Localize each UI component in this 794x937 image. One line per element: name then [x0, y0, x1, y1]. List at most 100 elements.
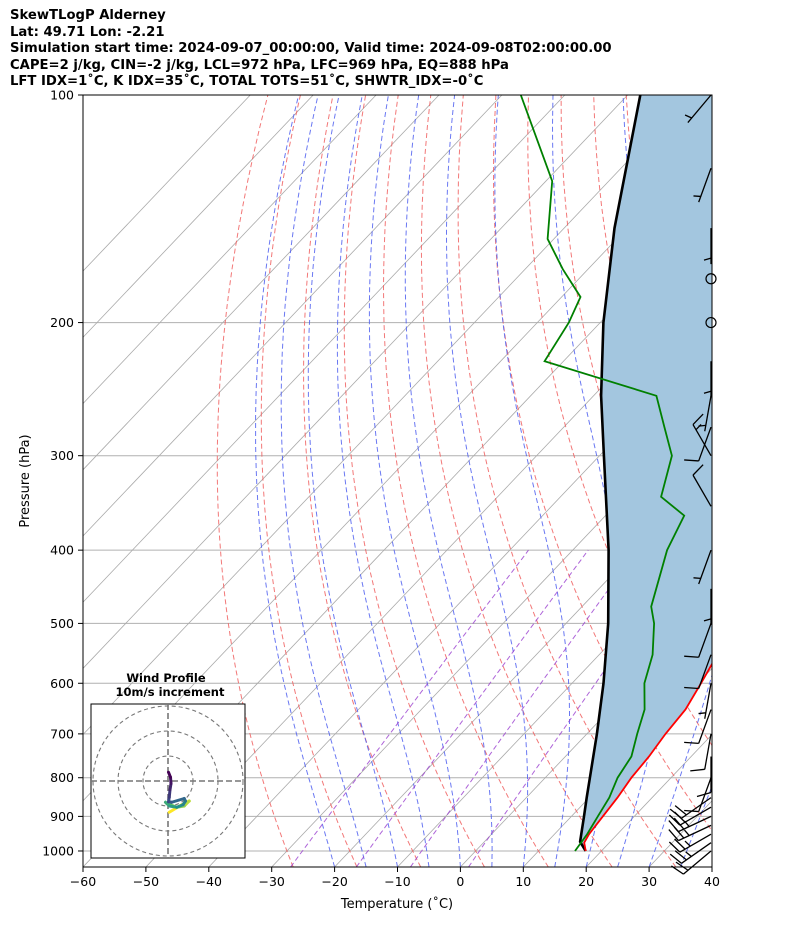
barb-flag: [670, 865, 684, 875]
barb-flag: [668, 841, 681, 853]
moist-adiabat-line: [446, 95, 529, 867]
x-tick-label: −10: [384, 874, 410, 889]
y-tick-label: 700: [50, 726, 74, 741]
barb-half-flag: [703, 257, 712, 261]
y-tick-label: 100: [50, 88, 74, 103]
wind-barb: [684, 654, 712, 690]
location-line: Lat: 49.71 Lon: -2.21: [10, 24, 165, 40]
time-line: Simulation start time: 2024-09-07_00:00:…: [10, 41, 612, 56]
dry-adiabat-line: [343, 95, 485, 867]
isotherm-line: [83, 95, 440, 471]
y-tick-label: 300: [50, 448, 74, 463]
x-tick-label: 10: [515, 874, 531, 889]
barb-half-flag: [684, 840, 691, 847]
isotherm-line: [83, 95, 251, 272]
wind-barb: [693, 549, 712, 585]
isotherm-line: [83, 95, 314, 338]
isotherm-line: [460, 601, 712, 867]
isotherm-line: [775, 95, 794, 867]
mixing-ratio-line: [290, 549, 529, 867]
chart-title: SkewTLogP Alderney: [10, 8, 166, 23]
isotherm-line: [83, 95, 691, 736]
wind-barb: [703, 361, 712, 398]
moist-adiabat-line: [280, 95, 367, 867]
barb-flag: [692, 464, 704, 476]
x-tick-label: −50: [133, 874, 159, 889]
isotherm-line: [334, 469, 712, 867]
barb-flag: [668, 829, 679, 842]
x-tick-label: 0: [456, 874, 464, 889]
dry-adiabat-line: [382, 95, 549, 867]
index-line: LFT IDX=1˚C, K IDX=35˚C, TOTAL TOTS=51˚C…: [10, 74, 484, 89]
barb-shaft: [692, 474, 712, 507]
dry-adiabat-line: [457, 95, 677, 867]
calm-wind-circle: [705, 273, 717, 285]
barb-flag: [684, 655, 699, 658]
chart-header: SkewTLogP Alderney Lat: 49.71 Lon: -2.21…: [10, 8, 612, 91]
calm-wind-circle: [705, 316, 717, 329]
moist-adiabat-line: [648, 673, 712, 867]
moist-adiabat-line: [307, 95, 398, 867]
x-tick-label: −30: [259, 874, 285, 889]
x-tick-label: −20: [321, 874, 347, 889]
barb-shaft: [698, 623, 712, 658]
barb-half-flag: [685, 851, 692, 857]
dry-adiabat-line: [260, 95, 358, 867]
isotherm-line: [585, 733, 712, 867]
barb-half-flag: [703, 618, 712, 622]
moist-adiabat-line: [255, 95, 336, 867]
wind-barb: [670, 850, 712, 875]
temperature-line: [583, 662, 712, 852]
x-tick-label: 30: [641, 874, 657, 889]
barb-flag: [668, 820, 679, 833]
barb-flag: [668, 814, 681, 826]
barb-shaft: [704, 733, 712, 770]
wind-barb: [684, 709, 712, 745]
isotherm-line: [145, 270, 712, 867]
wind-barb: [705, 273, 717, 285]
barb-flag: [669, 808, 682, 819]
barb-shaft: [698, 709, 712, 744]
y-axis-label: Pressure (hPa): [18, 434, 33, 527]
wind-barb: [698, 683, 712, 719]
isotherm-line: [83, 95, 566, 603]
wind-barb: [684, 623, 712, 658]
dry-adiabat-line: [216, 95, 294, 867]
hodograph-segment: [167, 770, 172, 779]
wind-barb: [696, 756, 712, 798]
wind-barb: [668, 833, 712, 853]
moist-adiabat-line: [368, 95, 461, 867]
dry-adiabat-line: [303, 95, 422, 867]
barb-shaft: [698, 654, 712, 689]
cape-area: [580, 95, 712, 851]
hodograph-title: Wind Profile: [126, 671, 206, 685]
wind-barb: [703, 588, 712, 625]
hodograph-inset: Wind Profile 10m/s increment: [90, 671, 246, 859]
isotherm-line: [83, 95, 628, 669]
wind-barb: [690, 733, 712, 772]
moist-adiabat-line: [336, 95, 430, 867]
wind-barb: [705, 316, 717, 329]
barb-half-flag: [683, 829, 690, 836]
dry-adiabat-line: [724, 95, 794, 867]
x-tick-label: −40: [196, 874, 222, 889]
y-tick-label: 800: [50, 770, 74, 785]
isotherm-line: [83, 95, 503, 537]
isotherm-line: [711, 866, 712, 867]
barb-flag: [669, 853, 682, 864]
wind-barb: [684, 426, 712, 462]
y-tick-label: 900: [50, 809, 74, 824]
moist-adiabat-line: [711, 865, 712, 867]
wind-barb: [703, 228, 712, 265]
barb-flag: [684, 741, 699, 745]
y-tick-label: 200: [50, 315, 74, 330]
x-tick-label: 40: [704, 874, 720, 889]
hodograph-plot: [91, 704, 245, 858]
cape-shading: [580, 95, 712, 851]
wind-barb: [698, 395, 712, 432]
barb-flag: [684, 809, 699, 813]
barb-half-flag: [698, 424, 706, 427]
wind-barbs: [668, 94, 717, 875]
barb-flag: [675, 861, 689, 871]
